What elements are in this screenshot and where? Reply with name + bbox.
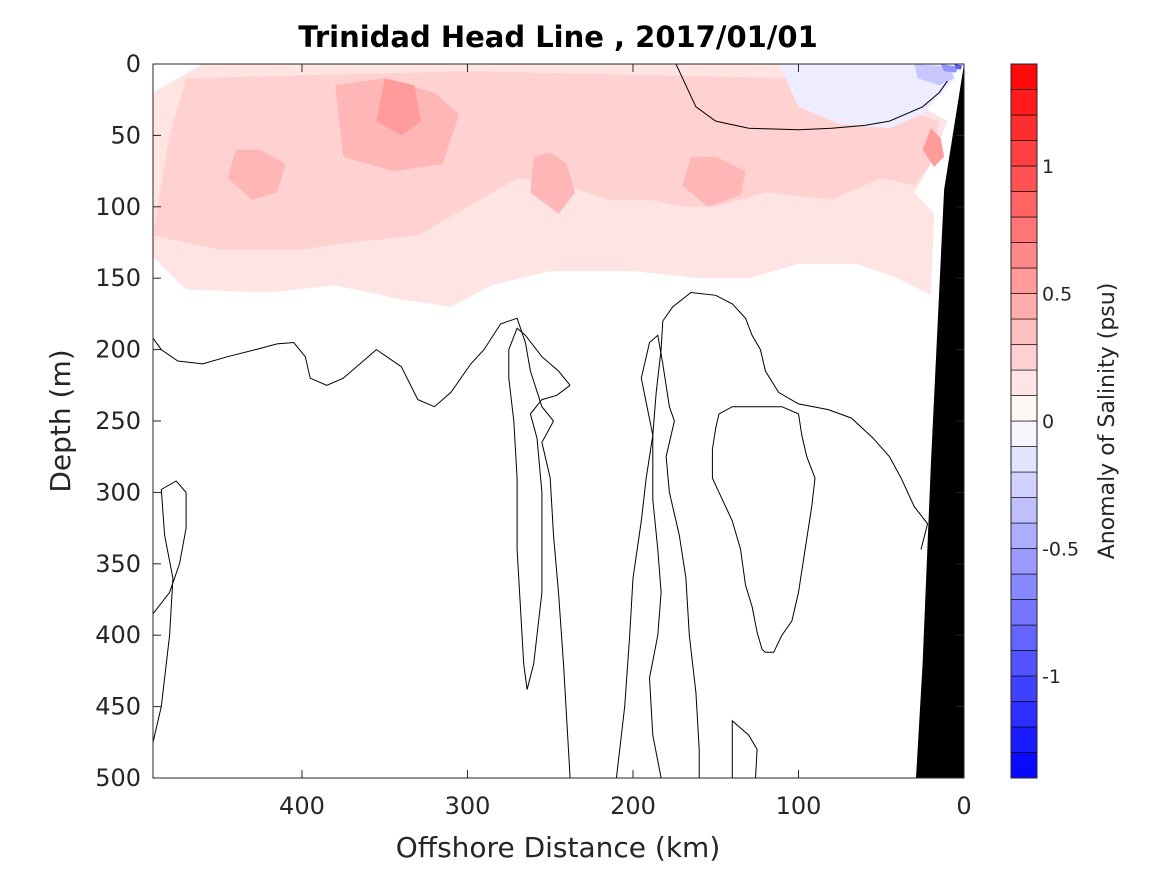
- zero-contour-line: [640, 334, 700, 778]
- anomaly-patch: [778, 64, 956, 129]
- colorbar-tick-label: 1: [1042, 156, 1054, 178]
- x-tick-label: 100: [776, 792, 822, 820]
- y-tick-label: 500: [95, 764, 141, 792]
- colorbar-band: [1010, 165, 1038, 192]
- bathymetry-layer: [916, 64, 964, 778]
- y-tick-label: 50: [110, 121, 141, 149]
- anomaly-fill-layer: [153, 64, 963, 307]
- zero-contour-line: [153, 317, 571, 778]
- zero-contour-line: [731, 719, 758, 778]
- colorbar-band: [1010, 318, 1038, 345]
- anomaly-patch: [940, 64, 959, 73]
- x-tick-label: 300: [445, 792, 491, 820]
- y-tick-label: 400: [95, 621, 141, 649]
- colorbar-band: [1010, 216, 1038, 243]
- y-tick-label: 250: [95, 407, 141, 435]
- colorbar-band: [1010, 726, 1038, 753]
- colorbar-band: [1010, 344, 1038, 371]
- colorbar-band: [1010, 624, 1038, 651]
- anomaly-patch: [530, 152, 576, 214]
- colorbar-band: [1010, 395, 1038, 422]
- colorbar-band: [1010, 63, 1038, 90]
- plot-area: 400 300 200 100 0 0 50 100 150 200 250 300 350 400 45…: [95, 50, 971, 820]
- y-axis-label: Depth (m): [44, 349, 77, 492]
- colorbar-band: [1010, 89, 1038, 116]
- x-tick-label: 0: [956, 792, 971, 820]
- colorbar-band: [1010, 114, 1038, 141]
- anomaly-patch: [922, 128, 945, 167]
- zero-contour-line: [675, 64, 948, 131]
- colorbar-label: Anomaly of Salinity (psu): [1095, 283, 1120, 560]
- colorbar-band: [1010, 548, 1038, 575]
- colorbar-band: [1010, 140, 1038, 167]
- x-axis-label: Offshore Distance (km): [396, 831, 721, 864]
- y-tick-label: 450: [95, 693, 141, 721]
- y-tick-label: 0: [126, 50, 141, 78]
- y-tick-label: 100: [95, 193, 141, 221]
- colorbar-band: [1010, 497, 1038, 524]
- colorbar-band: [1010, 573, 1038, 600]
- colorbar-tick-label: -1: [1042, 666, 1061, 688]
- colorbar-band: [1010, 650, 1038, 677]
- x-axis-ticks: 400 300 200 100 0: [279, 64, 972, 820]
- colorbar-band: [1010, 701, 1038, 728]
- bathymetry-seafloor: [916, 64, 964, 778]
- colorbar-band: [1010, 752, 1038, 779]
- colorbar-tick-label: -0.5: [1042, 539, 1079, 561]
- colorbar-band: [1010, 471, 1038, 498]
- colorbar-ticks: -1 -0.5 0 0.5 1: [1031, 156, 1079, 688]
- colorbar-band: [1010, 293, 1038, 320]
- colorbar-band: [1010, 369, 1038, 396]
- x-tick-label: 400: [279, 792, 325, 820]
- colorbar-band: [1010, 675, 1038, 702]
- zero-contour-layer: [153, 64, 948, 778]
- colorbar-band: [1010, 522, 1038, 549]
- zero-contour-line: [153, 480, 187, 745]
- x-tick-label: 200: [610, 792, 656, 820]
- colorbar-band: [1010, 242, 1038, 269]
- colorbar-band: [1010, 191, 1038, 218]
- colorbar-band: [1010, 420, 1038, 447]
- colorbar: -1 -0.5 0 0.5 1: [1010, 63, 1079, 779]
- y-tick-label: 300: [95, 478, 141, 506]
- colorbar-tick-label: 0: [1042, 411, 1054, 433]
- colorbar-bands: [1010, 63, 1038, 779]
- zero-contour-line: [615, 291, 929, 778]
- anomaly-patch: [682, 156, 746, 207]
- colorbar-band: [1010, 446, 1038, 473]
- anomaly-patch: [227, 149, 286, 200]
- anomaly-patch: [376, 78, 422, 136]
- chart-title: Trinidad Head Line , 2017/01/01: [298, 20, 818, 54]
- colorbar-band: [1010, 267, 1038, 294]
- zero-contour-line: [508, 327, 571, 690]
- anomaly-patch: [954, 64, 963, 70]
- y-tick-label: 200: [95, 336, 141, 364]
- y-axis-ticks: 0 50 100 150 200 250 300 350 400 450 500: [95, 50, 964, 792]
- y-tick-label: 150: [95, 264, 141, 292]
- y-tick-label: 350: [95, 550, 141, 578]
- zero-contour-line: [711, 406, 816, 653]
- colorbar-tick-label: 0.5: [1042, 284, 1072, 306]
- colorbar-band: [1010, 599, 1038, 626]
